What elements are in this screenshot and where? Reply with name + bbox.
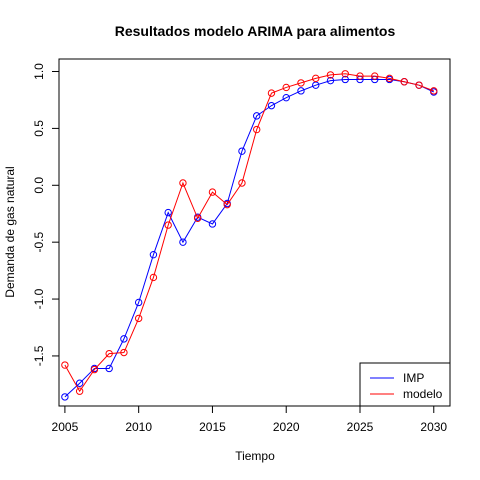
data-point-modelo	[105, 349, 113, 358]
data-point-imp	[326, 76, 335, 85]
data-point-modelo	[356, 72, 364, 80]
data-point-imp	[253, 112, 261, 120]
data-point-modelo	[282, 83, 290, 92]
data-point-modelo	[400, 78, 408, 86]
y-axis: -1.5 -1.0 -0.5 0.0 0.5 1.0	[32, 63, 59, 366]
series-layer	[61, 70, 438, 401]
data-point-imp	[208, 220, 217, 228]
data-point-modelo	[415, 81, 423, 89]
data-point-imp	[75, 379, 84, 387]
x-axis: 2005 2010 2015 2020 2025 2030	[52, 406, 447, 434]
data-point-imp	[164, 208, 172, 217]
data-point-modelo	[267, 89, 276, 97]
legend: IMP modelo	[359, 362, 451, 407]
data-point-imp	[149, 250, 158, 259]
data-point-modelo	[179, 179, 187, 187]
data-point-modelo	[149, 273, 158, 282]
data-point-modelo	[430, 87, 438, 95]
x-tick-label: 2020	[273, 420, 300, 434]
data-point-modelo	[341, 70, 349, 78]
data-point-modelo	[120, 348, 128, 357]
legend-box	[359, 362, 451, 407]
data-point-modelo	[134, 314, 143, 323]
y-tick-label: 1.0	[32, 63, 46, 80]
series-modelo	[61, 70, 438, 395]
x-tick-label: 2010	[125, 420, 152, 434]
data-point-modelo	[75, 387, 84, 395]
x-axis-label: Tiempo	[235, 449, 275, 463]
data-point-modelo	[61, 361, 69, 369]
series-line-imp	[64, 78, 434, 398]
y-tick-label: -0.5	[32, 232, 46, 253]
data-point-modelo	[208, 188, 217, 196]
legend-label-modelo: modelo	[403, 387, 443, 401]
data-point-imp	[134, 298, 143, 307]
y-axis-label: Demanda de gas natural	[3, 166, 17, 297]
data-point-imp	[105, 364, 113, 373]
data-point-imp	[297, 87, 305, 95]
series-line-modelo	[64, 73, 434, 393]
data-point-imp	[238, 147, 246, 155]
data-point-modelo	[312, 74, 320, 83]
x-tick-label: 2015	[199, 420, 226, 434]
data-point-modelo	[385, 74, 394, 83]
data-point-modelo	[90, 365, 99, 374]
y-tick-label: -1.5	[32, 345, 46, 366]
legend-label-imp: IMP	[403, 371, 424, 385]
data-point-modelo	[238, 179, 246, 187]
data-point-modelo	[326, 71, 335, 79]
data-point-imp	[341, 75, 349, 84]
data-point-modelo	[164, 221, 172, 229]
data-point-modelo	[297, 79, 305, 87]
y-tick-label: 0.0	[32, 177, 46, 194]
x-tick-label: 2030	[420, 420, 447, 434]
data-point-imp	[282, 93, 290, 102]
chart-title: Resultados modelo ARIMA para alimentos	[115, 23, 396, 39]
data-point-imp	[267, 101, 276, 110]
y-tick-label: -1.0	[32, 288, 46, 309]
data-point-imp	[120, 335, 128, 343]
data-point-imp	[61, 393, 69, 401]
data-point-imp	[179, 238, 187, 246]
data-point-modelo	[253, 125, 261, 134]
data-point-modelo	[371, 72, 379, 80]
y-tick-label: 0.5	[32, 120, 46, 137]
x-tick-label: 2005	[52, 420, 79, 434]
data-point-modelo	[193, 214, 202, 222]
x-tick-label: 2025	[347, 420, 374, 434]
data-point-modelo	[223, 200, 231, 209]
plot-area-border	[58, 58, 451, 407]
